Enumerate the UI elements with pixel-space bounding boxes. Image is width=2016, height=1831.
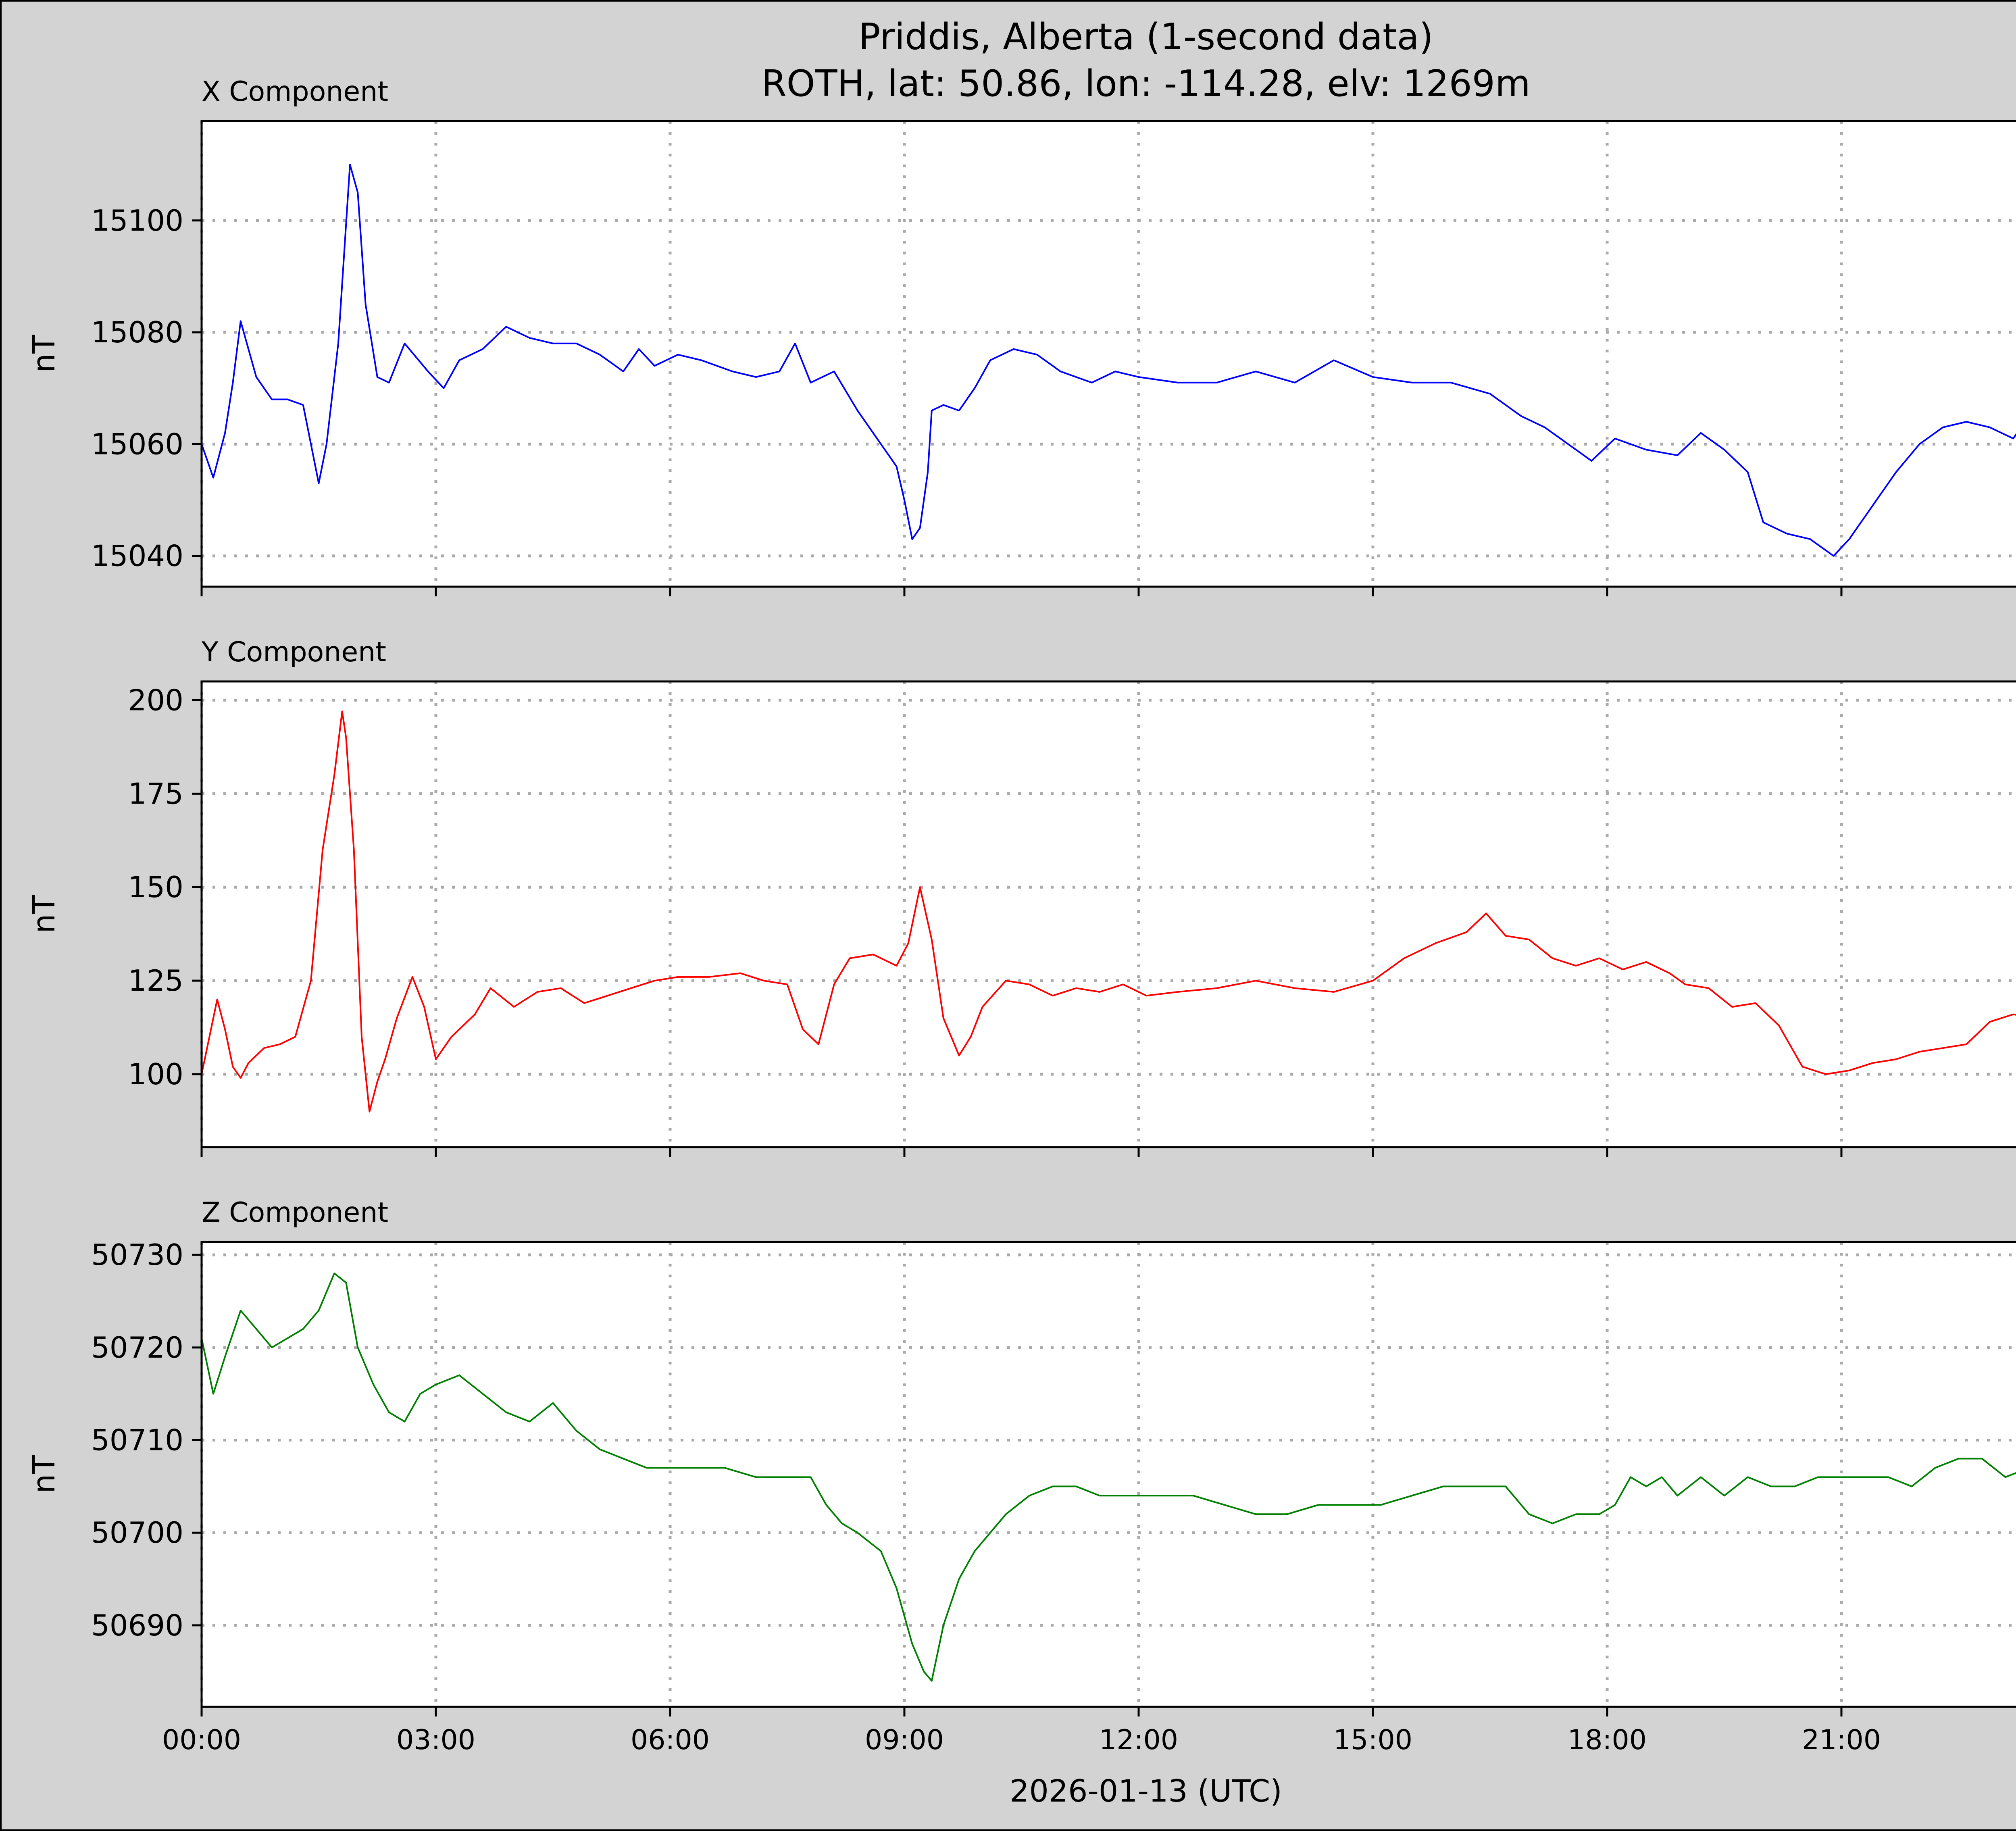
y-tick-label: 50710: [91, 1423, 183, 1457]
panel-3: 00:00 03:00 06:00 09:00 12:00 15:00 18:00 21:00…: [26, 1197, 2016, 1756]
plot-area: [202, 121, 2016, 587]
panel-1: 15040 15060 15080 15100 X Component nT: [26, 76, 2016, 596]
y-tick-label: 15040: [91, 539, 183, 573]
y-axis-label: nT: [26, 335, 62, 373]
plot-area: [202, 681, 2016, 1147]
y-tick-label: 200: [128, 683, 183, 717]
y-tick-label: 15100: [91, 204, 183, 237]
x-tick-label: 12:00: [1099, 1724, 1178, 1756]
panel-title: X Component: [202, 76, 388, 108]
y-tick-label: 175: [128, 777, 183, 810]
y-axis-label: nT: [26, 1455, 62, 1494]
y-tick-label: 125: [128, 964, 183, 998]
y-axis-label: nT: [26, 895, 62, 933]
x-tick-label: 21:00: [1802, 1724, 1881, 1756]
figure-title-line1: Priddis, Alberta (1-second data): [858, 16, 1433, 58]
panel-title: Y Component: [201, 636, 386, 668]
y-tick-label: 15080: [91, 315, 183, 349]
x-tick-label: 18:00: [1568, 1724, 1647, 1756]
y-tick-label: 150: [128, 870, 183, 904]
panel-title: Z Component: [202, 1197, 388, 1229]
plot-area: [202, 1242, 2016, 1707]
y-tick-label: 50700: [91, 1516, 183, 1550]
panel-2: 100 125 150 175 200 Y Component nT: [26, 636, 2016, 1157]
y-tick-label: 50720: [91, 1331, 183, 1364]
series-line-1: [201, 164, 2016, 557]
x-tick-label: 09:00: [865, 1724, 944, 1756]
x-axis-label: 2026-01-13 (UTC): [1010, 1773, 1282, 1809]
series-line-2: [201, 710, 2016, 1112]
series-line-3: [201, 1273, 2016, 1682]
x-tick-label: 00:00: [162, 1724, 241, 1756]
x-tick-label: 03:00: [396, 1724, 475, 1756]
x-tick-label: 15:00: [1333, 1724, 1412, 1756]
y-tick-label: 100: [128, 1057, 183, 1091]
x-tick-label: 06:00: [631, 1724, 710, 1756]
y-tick-label: 15060: [91, 427, 183, 461]
y-tick-label: 50690: [91, 1608, 183, 1642]
y-tick-label: 50730: [91, 1238, 183, 1272]
figure-title-line2: ROTH, lat: 50.86, lon: -114.28, elv: 126…: [761, 62, 1531, 105]
